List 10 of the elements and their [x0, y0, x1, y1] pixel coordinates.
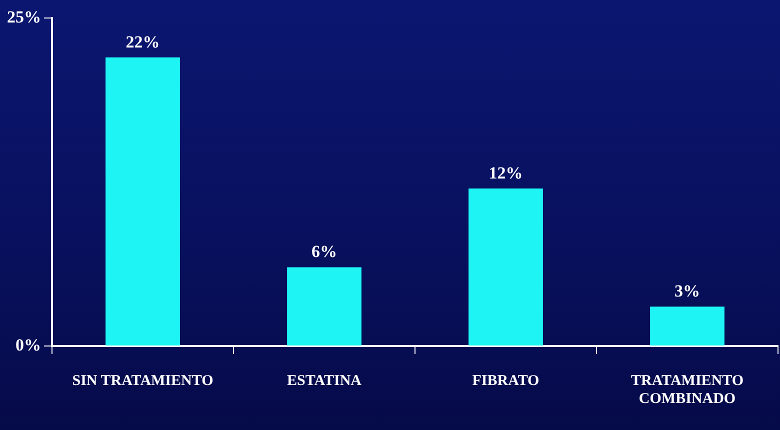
data-label: 3%: [674, 282, 700, 301]
x-tick-label: TRATAMIENTO COMBINADO: [630, 372, 744, 407]
data-label: 6%: [312, 242, 337, 262]
y-tick-label: 0%: [16, 335, 41, 354]
x-tick-label: FIBRATO: [472, 372, 540, 389]
x-tick-label: ESTATINA: [287, 372, 362, 389]
data-label: 22%: [126, 32, 160, 52]
data-label: 12%: [488, 163, 523, 182]
x-tick-label: SIN TRATAMIENTO: [72, 372, 214, 389]
y-tick-label: 25%: [7, 7, 41, 26]
